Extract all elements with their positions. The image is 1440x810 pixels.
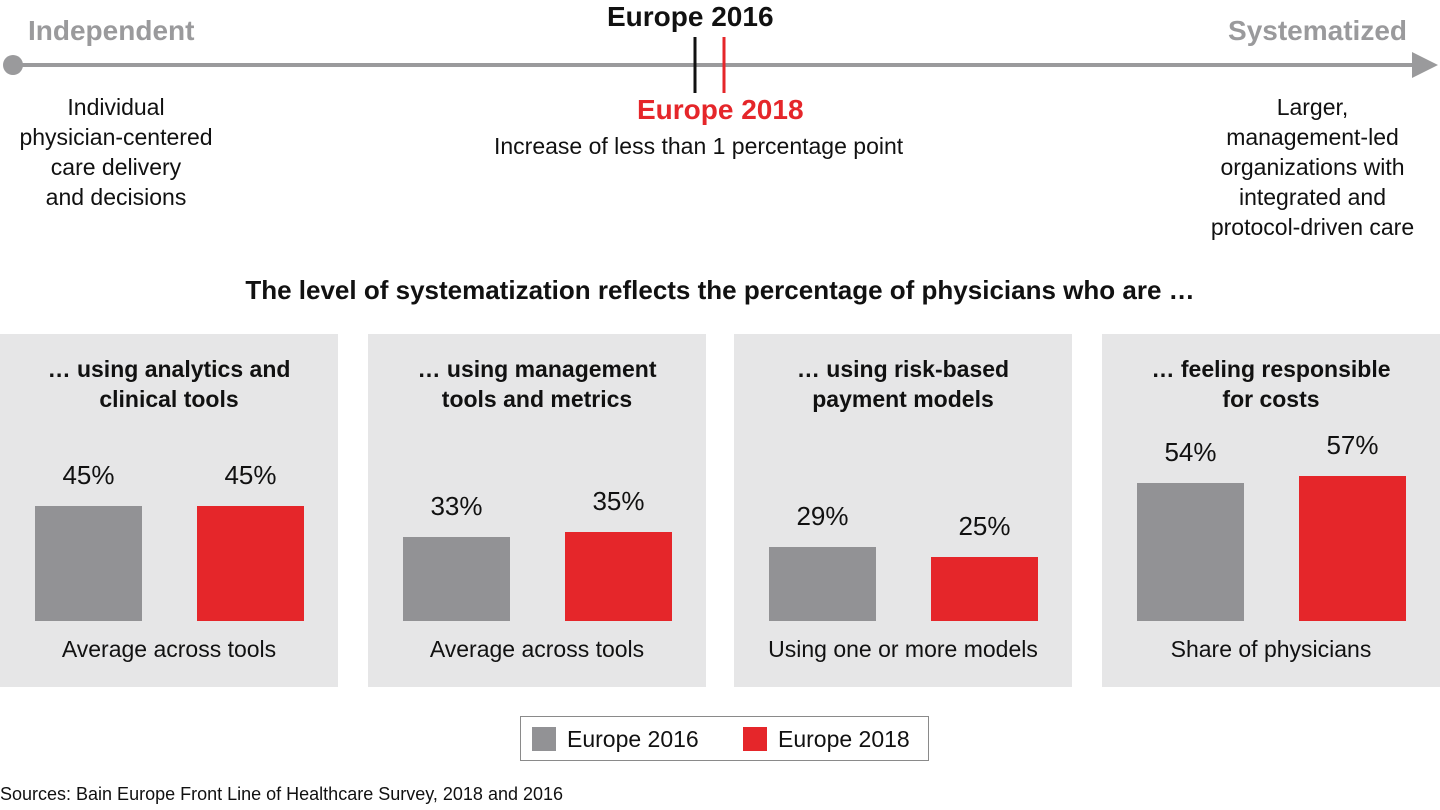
- panel-title-line: … using analytics and: [47, 356, 291, 382]
- right-desc-line: organizations with: [1220, 154, 1405, 180]
- panel-title: … using management tools and metrics: [368, 354, 706, 414]
- bar-europe-2016: [35, 506, 142, 621]
- right-desc-line: protocol-driven care: [1210, 214, 1415, 240]
- panel-footnote: Average across tools: [61, 636, 277, 662]
- panel-title-line: … feeling responsible: [1151, 356, 1391, 382]
- value-label-2016: 54%: [1164, 437, 1217, 468]
- legend: Europe 2016 Europe 2018: [520, 716, 929, 761]
- bar-europe-2018: [931, 557, 1038, 621]
- panel-analytics-tools: … using analytics and clinical tools 45%…: [0, 334, 338, 687]
- scale-right-description: Larger, management-led organizations wit…: [1190, 92, 1435, 242]
- panel-risk-based-payment: … using risk-based payment models 29% 25…: [734, 334, 1072, 687]
- legend-label: Europe 2016: [567, 725, 699, 752]
- left-desc-line: and decisions: [45, 184, 187, 210]
- value-label-2018: 25%: [958, 511, 1011, 542]
- left-desc-line: Individual: [67, 94, 165, 120]
- panel-title: … using risk-based payment models: [734, 354, 1072, 414]
- panel-title-line: for costs: [1222, 386, 1320, 412]
- bar-europe-2018: [565, 531, 672, 621]
- section-subtitle: The level of systematization reflects th…: [245, 275, 1195, 305]
- scale-left-label: Independent: [28, 15, 195, 46]
- value-label-2016: 45%: [62, 460, 115, 491]
- panel-footnote: Share of physicians: [1170, 636, 1372, 662]
- systematization-scale: [3, 37, 1438, 93]
- panel-title: … feeling responsible for costs: [1102, 354, 1440, 414]
- legend-swatch-europe-2016: [532, 727, 556, 751]
- panel-title: … using analytics and clinical tools: [0, 354, 338, 414]
- marker-2018-label: Europe 2018: [637, 94, 804, 125]
- legend-item-europe-2016: Europe 2016: [532, 725, 699, 753]
- bar-europe-2018: [197, 506, 304, 621]
- right-desc-line: management-led: [1226, 124, 1399, 150]
- bar-europe-2016: [1137, 483, 1244, 621]
- bar-europe-2016: [769, 547, 876, 621]
- left-desc-line: physician-centered: [19, 124, 213, 150]
- source-note: Sources: Bain Europe Front Line of Healt…: [0, 784, 564, 804]
- bar-europe-2016: [403, 536, 510, 621]
- right-desc-line: Larger,: [1276, 94, 1349, 120]
- scale-start-dot: [3, 55, 23, 75]
- scale-left-description: Individual physician-centered care deliv…: [0, 92, 232, 212]
- panel-responsible-for-costs: … feeling responsible for costs 54% 57% …: [1102, 334, 1440, 687]
- panel-title-line: … using management: [417, 356, 657, 382]
- value-label-2016: 29%: [796, 501, 849, 532]
- panel-management-tools: … using management tools and metrics 33%…: [368, 334, 706, 687]
- panel-title-line: … using risk-based: [796, 356, 1010, 382]
- marker-note: Increase of less than 1 percentage point: [494, 133, 904, 159]
- left-desc-line: care delivery: [50, 154, 182, 180]
- value-label-2018: 45%: [224, 460, 277, 491]
- value-label-2016: 33%: [430, 490, 483, 521]
- value-label-2018: 57%: [1326, 429, 1379, 460]
- legend-item-europe-2018: Europe 2018: [743, 725, 910, 753]
- panel-title-line: payment models: [812, 386, 994, 412]
- scale-right-label: Systematized: [1228, 15, 1407, 46]
- scale-arrowhead: [1412, 52, 1438, 78]
- legend-swatch-europe-2018: [743, 727, 767, 751]
- panel-footnote: Using one or more models: [768, 636, 1038, 662]
- bar-europe-2018: [1299, 475, 1406, 621]
- panel-title-line: tools and metrics: [441, 386, 633, 412]
- legend-label: Europe 2018: [778, 725, 910, 752]
- marker-2016-label: Europe 2016: [607, 1, 774, 32]
- value-label-2018: 35%: [592, 485, 645, 516]
- panel-footnote: Average across tools: [429, 636, 645, 662]
- right-desc-line: integrated and: [1238, 184, 1387, 210]
- panel-title-line: clinical tools: [99, 386, 239, 412]
